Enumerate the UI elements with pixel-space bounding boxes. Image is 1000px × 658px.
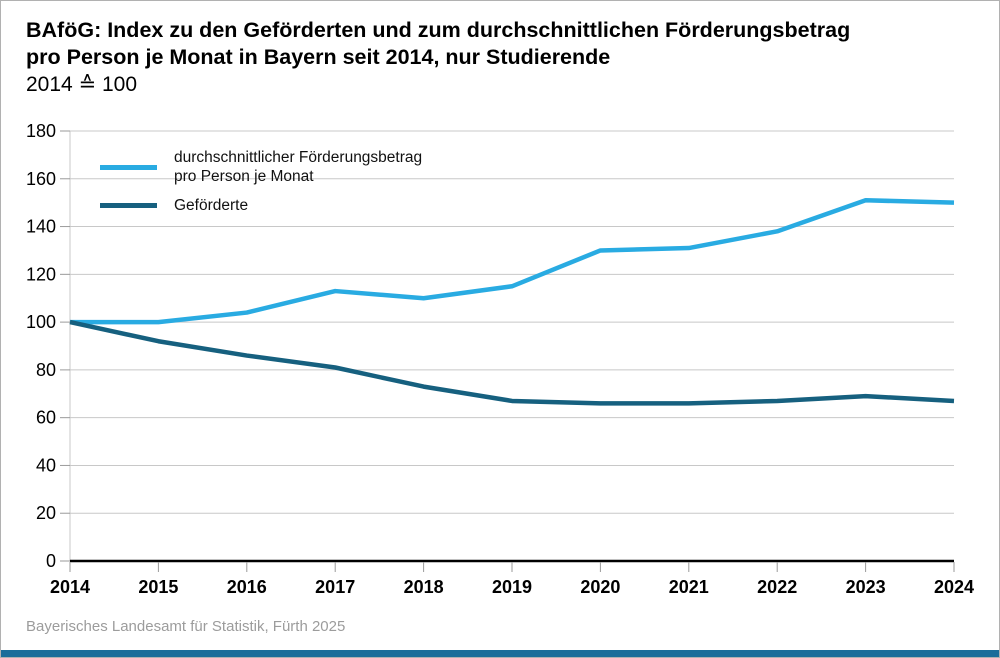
series-line-betrag [70,198,955,325]
legend-entry-betrag: durchschnittlicher Förderungsbetrag pro … [100,148,422,186]
y-axis-tick-label: 0 [46,551,56,571]
chart-title-line-2: pro Person je Monat in Bayern seit 2014,… [26,45,611,69]
y-axis-tick-label: 140 [26,217,56,237]
title-block: BAföG: Index zu den Geförderten und zum … [26,17,850,98]
legend-line-swatch-gefoerderte [100,203,157,208]
y-axis-tick-label: 20 [36,503,56,523]
x-axis-tick-label: 2022 [757,577,797,597]
legend-label-betrag-line-2: pro Person je Monat [174,168,314,185]
source-note: Bayerisches Landesamt für Statistik, Für… [26,618,346,635]
legend-label-betrag: durchschnittlicher Förderungsbetrag pro … [174,148,422,186]
x-axis-tick-label: 2021 [669,577,709,597]
x-axis-tick-label: 2017 [315,577,355,597]
y-axis-tick-label: 40 [36,455,56,475]
legend-label-betrag-line-1: durchschnittlicher Förderungsbetrag [174,149,423,166]
x-axis-tick-label: 2019 [492,577,532,597]
y-axis-tick-label: 80 [36,360,56,380]
x-axis-tick-label: 2014 [50,577,90,597]
legend-line-swatch-betrag [100,164,157,170]
y-axis-tick-label: 100 [26,312,56,332]
y-axis-tick-label: 120 [26,264,56,284]
x-axis-tick-label: 2024 [934,577,974,597]
x-axis-tick-label: 2023 [846,577,886,597]
y-axis-tick-label: 160 [26,169,56,189]
legend-entry-gefoerderte: Geförderte [100,196,422,215]
legend-label-gefoerderte: Geförderte [174,196,248,215]
x-axis-tick-label: 2016 [227,577,267,597]
legend-label-gefoerderte-line-1: Geförderte [174,197,249,214]
y-axis-tick-label: 60 [36,408,56,428]
bottom-accent-bar [1,650,999,657]
x-axis-tick-label: 2020 [580,577,620,597]
chart-title-line-1: BAföG: Index zu den Geförderten und zum … [26,18,851,42]
chart-subtitle: 2014 ≙ 100 [26,73,138,96]
x-axis-tick-label: 2018 [404,577,444,597]
y-axis-tick-label: 180 [26,121,56,141]
x-axis-tick-label: 2015 [138,577,178,597]
series-line-gefoerderte [69,319,955,406]
chart-legend: durchschnittlicher Förderungsbetrag pro … [100,148,422,225]
